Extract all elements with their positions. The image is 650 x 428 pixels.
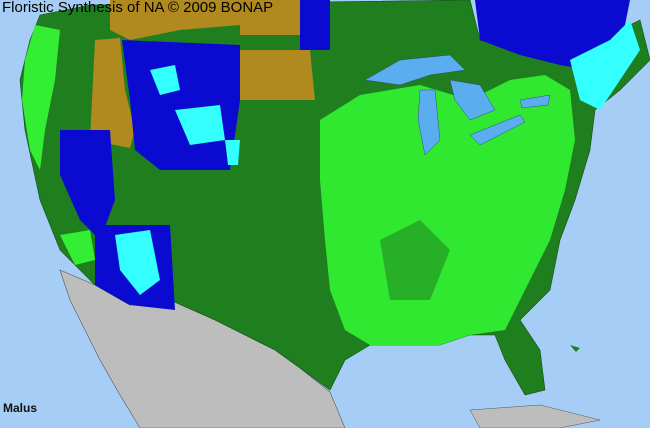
wyoming-absent-counties-2 (225, 140, 240, 165)
lake-superior (364, 54, 466, 86)
lake-ontario (519, 94, 551, 109)
eastern-dark-patch (380, 220, 450, 300)
lake-michigan (417, 89, 441, 156)
southern-california-present (60, 230, 95, 265)
saskatchewan-not-present (240, 0, 300, 35)
wyoming-absent-counties (175, 105, 225, 145)
caribbean-islands (570, 345, 580, 352)
nevada-utah-absent (60, 130, 115, 240)
north-dakota-not-present (240, 50, 315, 100)
new-england-absent-counties (570, 20, 640, 110)
lake-erie (469, 114, 526, 146)
cuba (469, 404, 601, 428)
idaho-not-present (90, 38, 135, 148)
lake-huron (449, 79, 496, 121)
manitoba-absent (300, 0, 330, 50)
alberta-not-present (110, 0, 240, 40)
taxon-label: Malus (3, 401, 38, 415)
arizona-absent-counties (115, 230, 160, 295)
great-lakes (364, 54, 551, 156)
montana-wyoming-absent (122, 40, 240, 170)
map-title: Floristic Synthesis of NA © 2009 BONAP (2, 0, 274, 16)
eastern-present-counties (320, 75, 575, 345)
pacific-present-counties (22, 25, 60, 170)
montana-absent-counties (150, 65, 180, 95)
